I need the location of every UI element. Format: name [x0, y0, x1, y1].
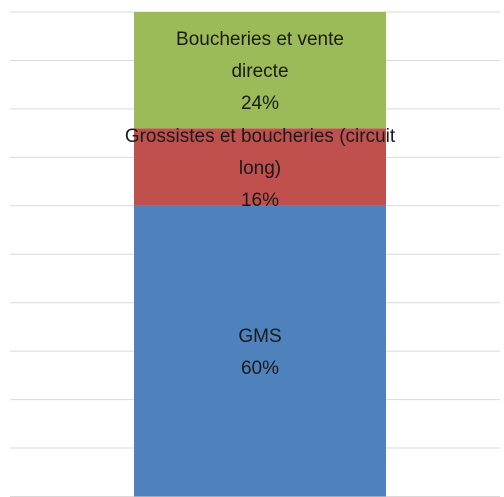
series-name: Boucheries et vente directe	[176, 29, 344, 83]
segment-label: Grossistes et boucheries (circuit long) 1…	[110, 121, 410, 217]
segment-label: Boucheries et vente directe 24%	[175, 24, 345, 120]
series-name: Grossistes et boucheries (circuit long)	[124, 126, 396, 180]
value-label: 16%	[240, 190, 280, 212]
bar-segment	[134, 128, 386, 206]
value-label: 60%	[240, 358, 280, 380]
bar-segment	[134, 205, 386, 497]
segment-label: GMS 60%	[160, 321, 360, 385]
value-label: 24%	[240, 93, 280, 115]
series-name: GMS	[238, 326, 282, 348]
bar-segment	[134, 12, 386, 129]
